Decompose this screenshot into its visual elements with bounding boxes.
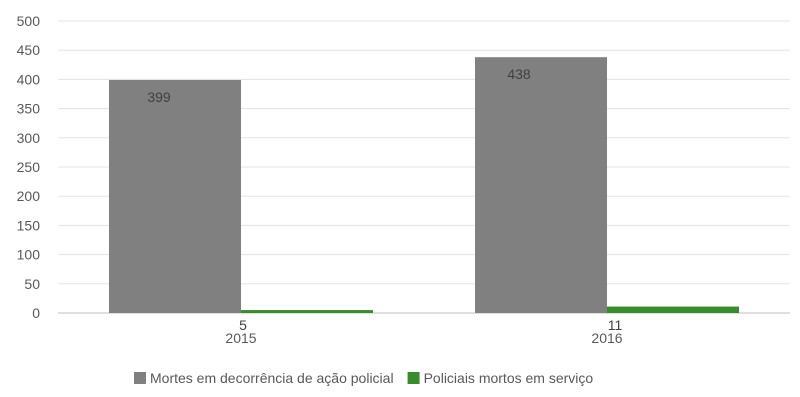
y-tick-label: 150	[17, 217, 41, 233]
bar	[607, 306, 739, 313]
legend: Mortes em decorrência de ação policial Po…	[134, 370, 593, 386]
y-axis: 0 50 100 150 200 250 300 350 400 450 500	[17, 13, 41, 321]
y-tick-label: 500	[17, 13, 41, 29]
legend-label: Mortes em decorrência de ação policial	[150, 370, 394, 386]
bars: 399 5 438 11	[109, 57, 739, 333]
data-label: 5	[239, 317, 247, 333]
data-label: 11	[608, 317, 623, 333]
x-tick-label: 2016	[591, 330, 622, 346]
legend-label: Policiais mortos em serviço	[424, 370, 594, 386]
legend-swatch	[134, 372, 146, 384]
y-tick-label: 250	[17, 159, 41, 175]
y-tick-label: 350	[17, 101, 41, 117]
data-label: 438	[507, 66, 531, 82]
y-tick-label: 200	[17, 188, 41, 204]
legend-swatch	[407, 372, 420, 384]
bar	[475, 57, 607, 313]
x-axis: 2015 2016	[225, 330, 622, 346]
y-tick-label: 450	[17, 42, 41, 58]
y-tick-label: 0	[32, 305, 40, 321]
bar	[241, 310, 373, 313]
y-tick-label: 100	[17, 247, 41, 263]
bar	[109, 79, 241, 313]
y-tick-label: 50	[24, 276, 40, 292]
x-tick-label: 2015	[225, 330, 256, 346]
y-tick-label: 300	[17, 130, 41, 146]
data-label: 399	[147, 89, 171, 105]
y-tick-label: 400	[17, 71, 41, 87]
